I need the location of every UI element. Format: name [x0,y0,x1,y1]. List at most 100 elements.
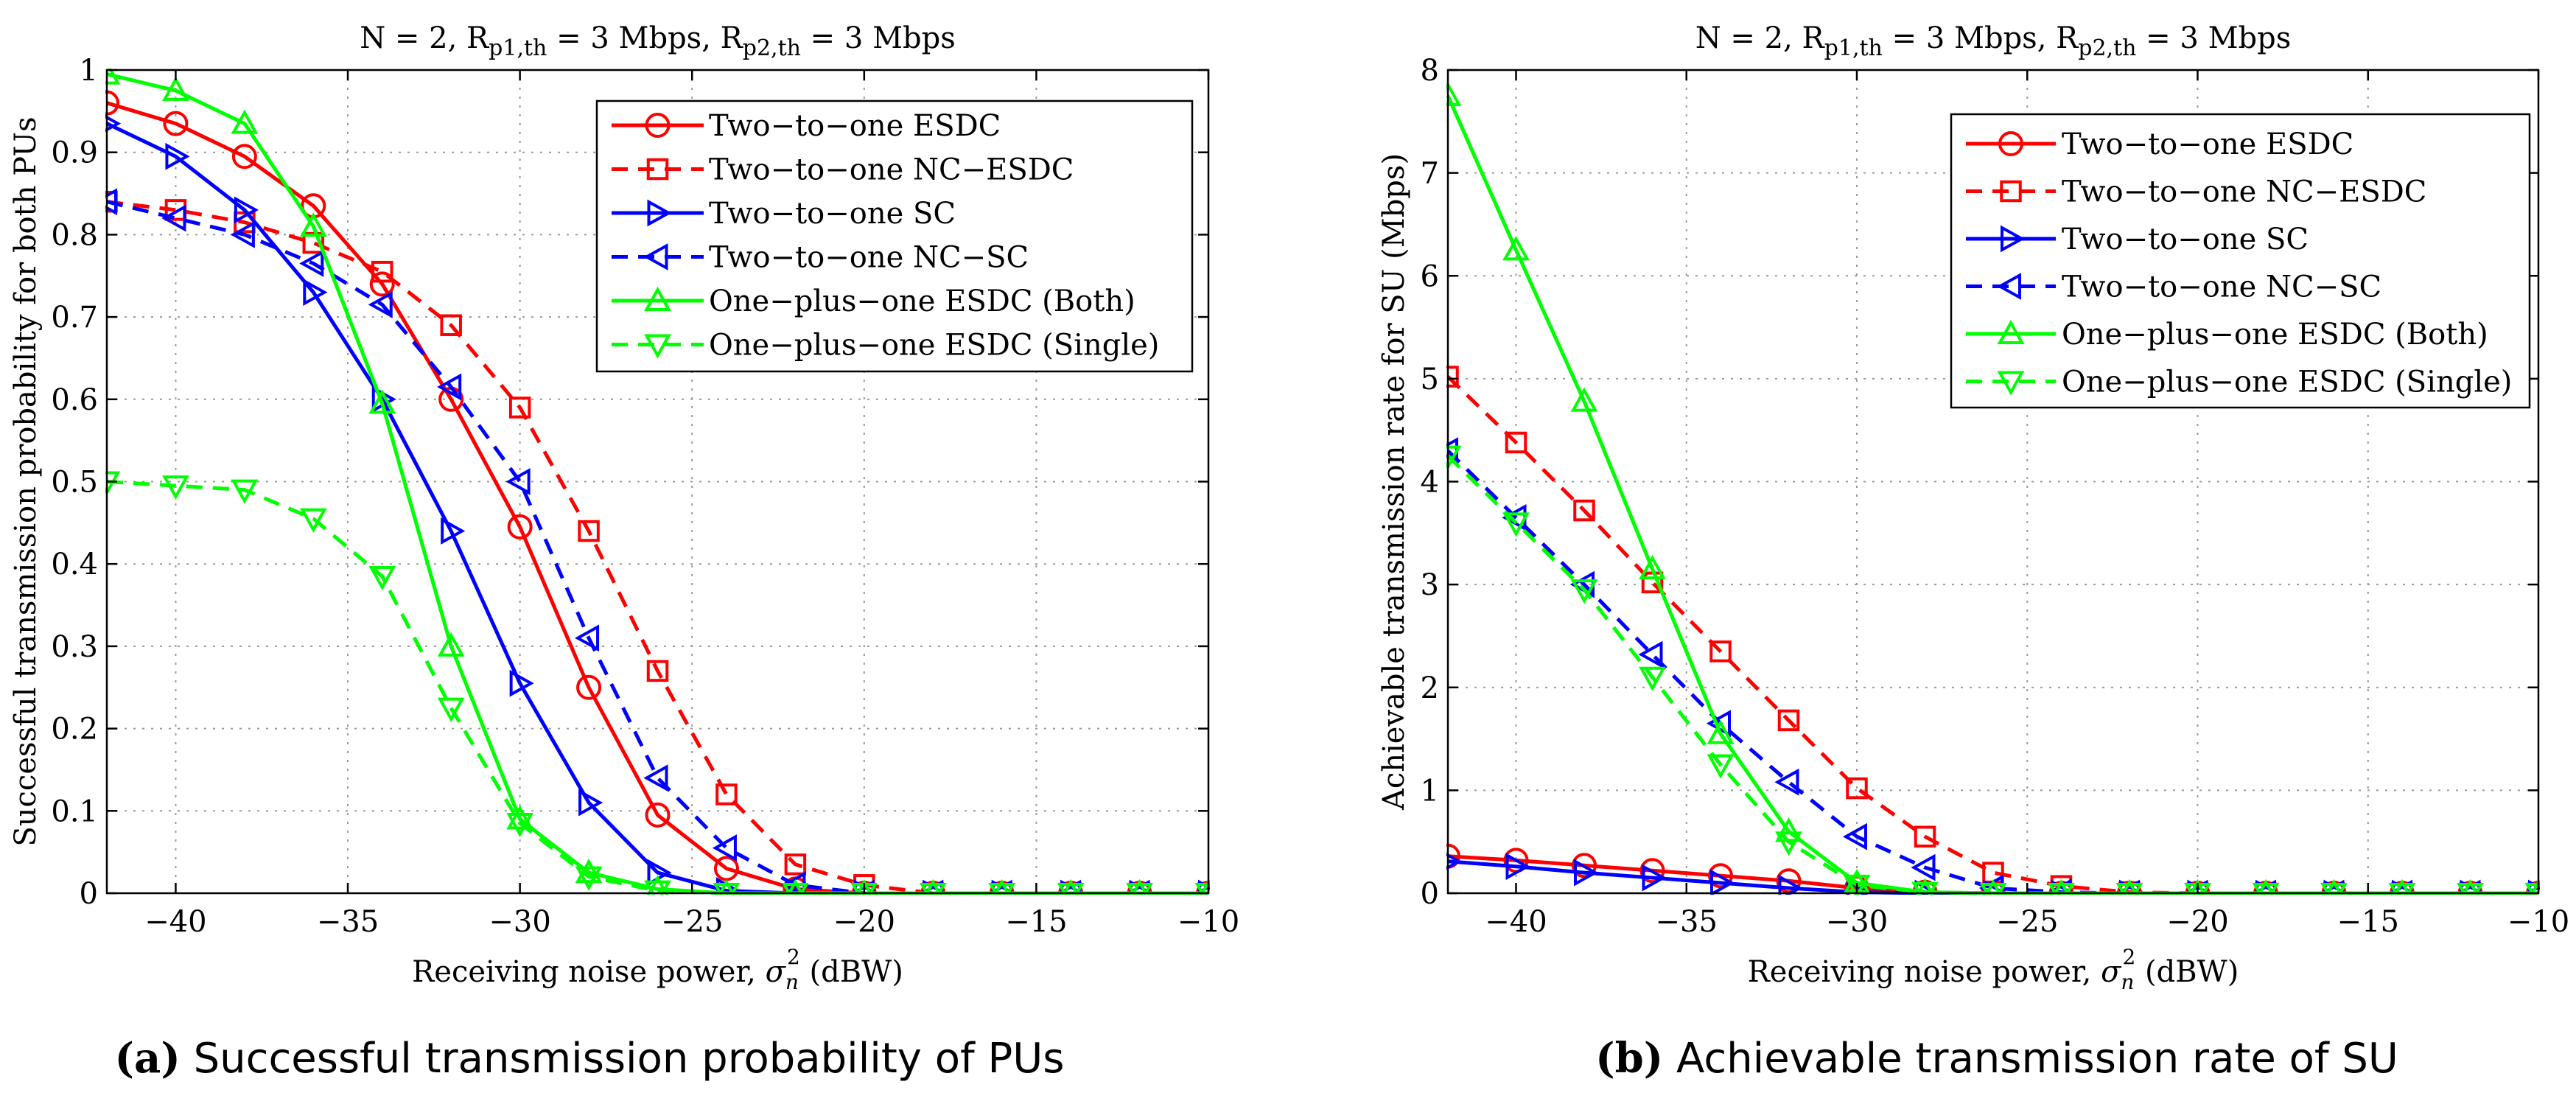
data-point [437,632,465,657]
data-point [575,866,603,891]
data-point [437,697,465,722]
data-point [161,204,186,232]
data-point [441,517,466,545]
legend-item: One−plus−one ESDC (Single) [1966,366,2512,399]
data-point [299,250,324,277]
x-tick-label: −20 [833,905,895,939]
data-point [643,764,668,792]
data-point [1446,852,1463,870]
x-tick-label: −25 [1996,905,2058,939]
legend-item: Two−to−one NC−ESDC [612,153,1074,187]
y-tick-label: 4 [1421,466,1439,500]
data-point [1573,499,1595,522]
data-point [509,669,534,697]
chart-title: N = 2, Rp1,th = 3 Mbps, Rp2,th = 3 Mbps [1695,21,2292,61]
caption-text: Successful transmission probability of P… [181,1035,1065,1083]
y-tick-label: 1 [80,54,98,88]
x-tick-label: −15 [2337,905,2399,939]
data-point [368,565,396,591]
data-point [231,109,259,134]
data-point [234,196,259,224]
legend-label: Two−to−one SC [2062,223,2309,256]
legend-marker [647,199,672,227]
y-tick-label: 0.4 [51,548,98,581]
data-point [303,279,328,306]
y-tick-label: 0 [1421,877,1439,911]
y-tick-label: 0 [80,877,98,911]
legend-item: Two−to−one ESDC [1966,127,2353,161]
legend-label: Two−to−one ESDC [709,109,1001,143]
data-point [1570,579,1598,604]
legend-marker [1998,131,2023,156]
data-point [505,468,531,495]
data-point [1502,512,1530,537]
data-point [162,76,189,101]
x-tick-label: −25 [661,905,723,939]
x-tick-label: −10 [1177,905,1239,939]
data-point [784,853,807,876]
legend-marker [2000,180,2022,203]
y-tick-label: 0.8 [51,218,98,252]
chart-a: −40 −35 −30 −25 −20 −15 −10 0 0.1 0.2 0.3 0.4 0.5 0.6… [9,21,1239,1083]
x-tick-label: −35 [317,905,379,939]
data-point [2048,883,2075,895]
data-point [1979,883,2007,895]
y-tick-label: 6 [1421,259,1439,293]
data-point [506,805,534,830]
chart-b: −40 −35 −30 −25 −20 −15 −10 0 1 2 3 4 5 6 7 8 N = 2, Rp1… [1377,21,2569,1083]
data-point [1774,768,1799,796]
y-tick-label: 0.7 [51,301,98,335]
data-point [368,389,396,414]
data-point [105,188,117,216]
data-point [1707,719,1735,744]
data-point [230,221,255,248]
legend-marker [645,113,671,138]
y-tick-label: 0.2 [51,713,98,747]
legend-item: Two−to−one NC−ESDC [1966,175,2426,209]
data-point [576,674,602,700]
data-point [1126,883,1153,895]
data-point [507,514,533,539]
y-axis-label: Successful transmission probability for … [9,116,43,846]
data-point [645,802,671,828]
y-tick-label: 5 [1421,363,1439,396]
data-point [1842,822,1867,850]
legend-marker [643,243,668,270]
data-point [1639,858,1665,884]
data-point [165,142,190,170]
x-tick-label: −30 [1826,905,1888,939]
legend-item: Two−to−one NC−SC [1966,270,2381,304]
data-point [299,508,327,533]
data-point [578,520,600,542]
data-point [1709,640,1732,663]
data-point [299,212,327,237]
legend-marker [1997,319,2025,344]
legend-label: One−plus−one ESDC (Both) [2062,318,2488,352]
legend-item: Two−to−one SC [612,197,956,231]
y-tick-label: 2 [1421,671,1439,705]
legend-box [1950,113,2531,409]
data-point [162,475,189,500]
data-point [1502,236,1530,261]
data-point [105,114,122,133]
data-point [163,111,189,136]
data-point [1194,884,1210,895]
caption-letter: (a) [115,1034,181,1083]
y-tick-label: 8 [1421,54,1439,88]
legend-item: One−plus−one ESDC (Both) [612,284,1135,318]
data-point [1574,859,1599,887]
legend-label: Two−to−one ESDC [2062,127,2353,161]
y-axis-label: Achievable transmission rate for SU (Mbp… [1377,153,1411,811]
data-point [1570,387,1598,412]
data-point [2115,883,2143,895]
data-point [2388,883,2416,895]
data-point [1914,825,1936,848]
data-point [1639,555,1666,580]
legend-label: One−plus−one ESDC (Both) [709,284,1135,318]
y-tick-label: 0.6 [51,383,98,417]
data-point [1775,831,1802,856]
y-tick-label: 0.3 [51,630,98,664]
y-tick-label: 7 [1421,157,1439,191]
data-point [1505,853,1530,881]
